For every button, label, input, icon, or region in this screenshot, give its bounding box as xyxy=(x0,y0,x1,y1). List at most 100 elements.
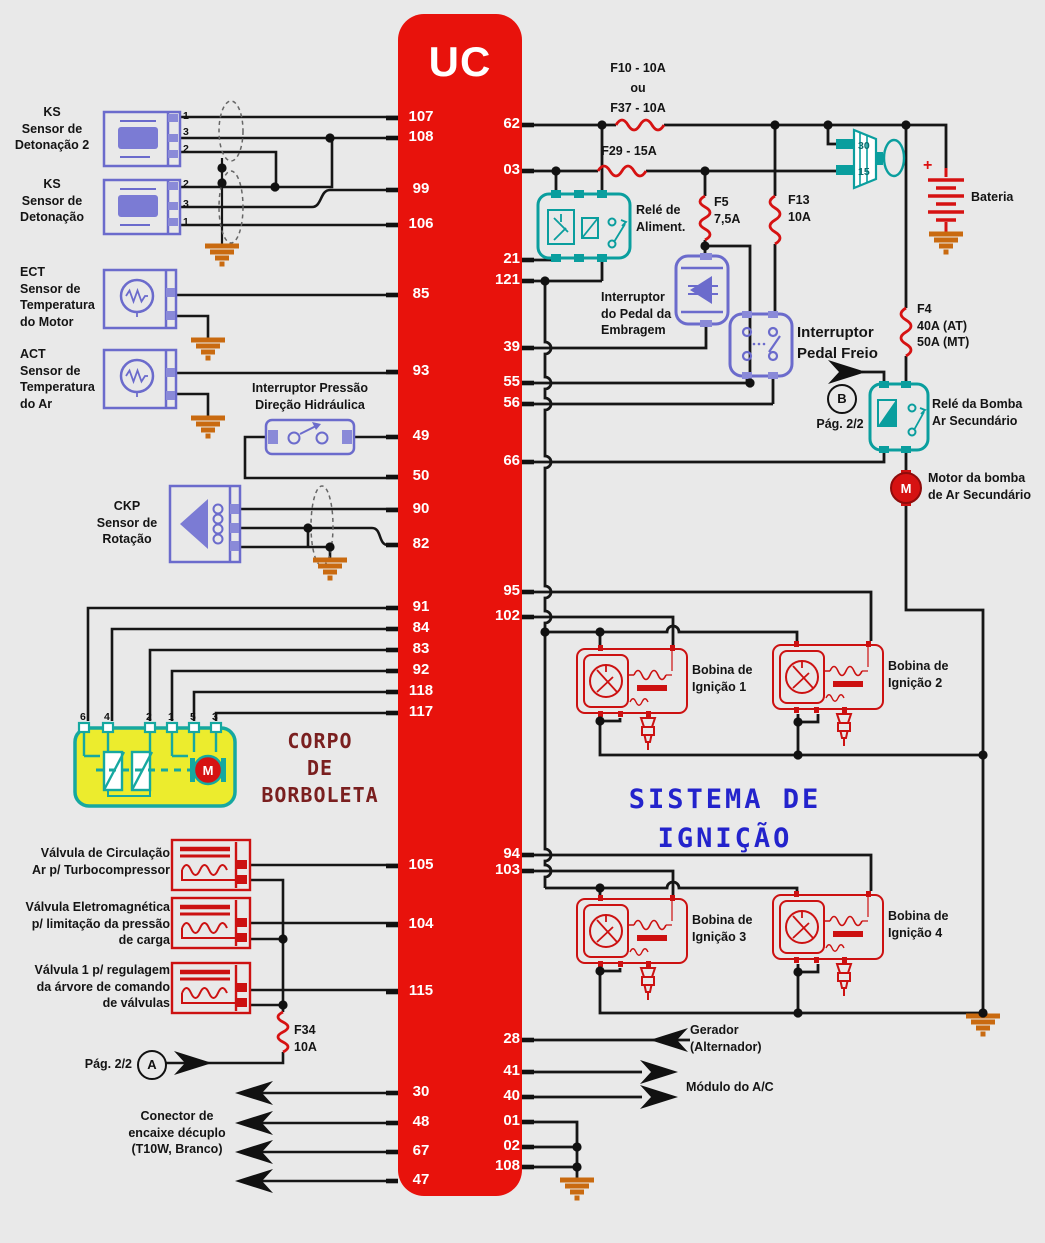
arrow-ac1 xyxy=(640,1060,678,1084)
uc-pin-right-03: 03 xyxy=(503,161,520,178)
valve-pressure-icon xyxy=(172,898,250,948)
gerador-label: Gerador (Alternador) xyxy=(690,1023,762,1054)
clutch-switch-label: Interruptor do Pedal da Embragem xyxy=(601,290,672,337)
uc-pin-right-62: 62 xyxy=(503,115,520,132)
throttle-title: CORPO DE BORBOLETA xyxy=(261,729,379,807)
air-pump-motor-icon xyxy=(890,470,922,506)
fuse-f4-icon xyxy=(899,306,913,358)
spark2-icon xyxy=(836,713,852,747)
uc-pin-left-50: 50 xyxy=(412,467,430,484)
relay-air-pump-label: Relé da Bomba Ar Secundário xyxy=(932,397,1023,428)
uc-pin-right-40: 40 xyxy=(503,1087,520,1104)
spark1-icon xyxy=(640,717,656,751)
uc-pin-right-108: 108 xyxy=(494,1157,520,1174)
uc-pin-right-66: 66 xyxy=(503,452,520,469)
uc-pin-left-90: 90 xyxy=(412,500,430,517)
fuse-f13-icon xyxy=(768,194,782,246)
act-sensor-icon xyxy=(102,348,178,410)
ks2-label: KS Sensor de Detonação 2 xyxy=(14,105,90,152)
coil1-icon xyxy=(576,644,688,718)
wires-left xyxy=(86,115,398,1183)
uc-pin-left-48: 48 xyxy=(412,1113,430,1130)
uc-pin-left-92: 92 xyxy=(412,661,430,678)
ignition-system-title: SISTEMA DE IGNIÇÃO xyxy=(628,784,822,855)
throttle-pin-3: 3 xyxy=(212,711,218,723)
fuse-f5-label: F5 7,5A xyxy=(714,195,741,226)
uc-pin-right-41: 41 xyxy=(503,1062,520,1079)
battery-label: Bateria xyxy=(971,190,1014,204)
valve3-label: Válvula 1 p/ regulagem da árvore de coma… xyxy=(34,963,170,1010)
uc-pin-left-91: 91 xyxy=(412,598,430,615)
ckp-sensor-icon xyxy=(168,484,242,564)
fuse-f5-icon xyxy=(698,194,712,242)
uc-pin-left-108: 108 xyxy=(408,128,434,145)
brake-switch-icon xyxy=(728,311,794,379)
ks1-pin-1: 1 xyxy=(183,216,189,228)
ks1-pin-2: 2 xyxy=(183,178,189,190)
uc-pin-left-82: 82 xyxy=(412,535,430,552)
coil-label-4: Bobina de Ignição 4 xyxy=(888,909,949,940)
uc-pin-right-103: 103 xyxy=(494,861,520,878)
throttle-motor-letter: M xyxy=(202,763,214,778)
fuse-f29-icon xyxy=(596,164,648,178)
uc-pin-left-47: 47 xyxy=(412,1171,430,1188)
throttle-pin-5: 5 xyxy=(190,711,196,723)
fuse-f10-label: F10 - 10A ou F37 - 10A xyxy=(610,61,666,115)
throttle-pin-6: 6 xyxy=(80,711,86,723)
throttle-pin-1: 1 xyxy=(168,711,174,723)
shield-dashes xyxy=(218,100,334,567)
fuse-f34-icon xyxy=(276,1010,290,1054)
uc-pin-left-106: 106 xyxy=(408,215,434,232)
uc-title: UC xyxy=(428,38,492,85)
valve-turbo-icon xyxy=(172,840,250,890)
conector-label: Conector de encaixe décuplo (T10W, Branc… xyxy=(128,1109,226,1156)
uc-pin-left-104: 104 xyxy=(408,915,434,932)
page-ref-a-circle: A xyxy=(137,1050,167,1080)
air-pump-motor-label: Motor da bomba de Ar Secundário xyxy=(928,471,1032,502)
ks1-sensor-icon xyxy=(102,178,182,236)
battery-icon xyxy=(928,168,964,232)
modulo-ac-label: Módulo do A/C xyxy=(686,1080,774,1094)
junction-dots xyxy=(217,120,988,1172)
fuse-f10-icon xyxy=(614,118,666,132)
ks2-pin-1: 1 xyxy=(183,110,189,122)
battery-plus: + xyxy=(923,157,933,174)
uc-pin-left-93: 93 xyxy=(412,362,430,379)
ect-label: ECT Sensor de Temperatura do Motor xyxy=(20,265,95,329)
uc-pin-right-102: 102 xyxy=(494,607,520,624)
relay-aliment-icon xyxy=(536,190,632,262)
uc-pin-left-117: 117 xyxy=(408,703,434,720)
relay-air-pump-icon xyxy=(868,381,930,453)
ks2-pin-3: 3 xyxy=(183,126,189,138)
page-ref-b-label: Pág. 2/2 xyxy=(816,417,864,431)
uc-pin-left-107: 107 xyxy=(408,108,434,125)
valve1-label: Válvula de Circulação Ar p/ Turbocompres… xyxy=(32,846,170,877)
ks1-label: KS Sensor de Detonação xyxy=(20,177,84,224)
ect-sensor-icon xyxy=(102,268,178,330)
relay-aliment-label: Relé de Aliment. xyxy=(636,203,686,234)
pump-motor-letter: M xyxy=(900,481,912,496)
uc-pin-right-01: 01 xyxy=(503,1112,520,1129)
coil-label-2: Bobina de Ignição 2 xyxy=(888,659,949,690)
fuse-symbols xyxy=(276,118,913,1054)
act-label: ACT Sensor de Temperatura do Ar xyxy=(20,347,95,411)
uc-pin-left-85: 85 xyxy=(412,285,430,302)
throttle-body-icon xyxy=(73,721,237,808)
uc-pin-left-67: 67 xyxy=(412,1142,430,1159)
uc-pin-right-21: 21 xyxy=(503,250,520,267)
spark3-icon xyxy=(640,967,656,1001)
coil4-icon xyxy=(772,890,884,964)
coil2-icon xyxy=(772,640,884,714)
hydraulic-switch-icon xyxy=(264,418,356,456)
ignition-terminal-15: 15 xyxy=(858,166,870,178)
spark4-icon xyxy=(836,963,852,997)
ks2-sensor-icon xyxy=(102,110,182,168)
throttle-pin-2: 2 xyxy=(146,711,152,723)
ckp-label: CKP Sensor de Rotação xyxy=(96,499,158,546)
uc-pin-right-121: 121 xyxy=(494,271,520,288)
uc-module-bar xyxy=(398,14,522,1196)
ignition-terminal-30: 30 xyxy=(858,140,870,152)
fuse-f34-label: F34 10A xyxy=(294,1023,317,1054)
